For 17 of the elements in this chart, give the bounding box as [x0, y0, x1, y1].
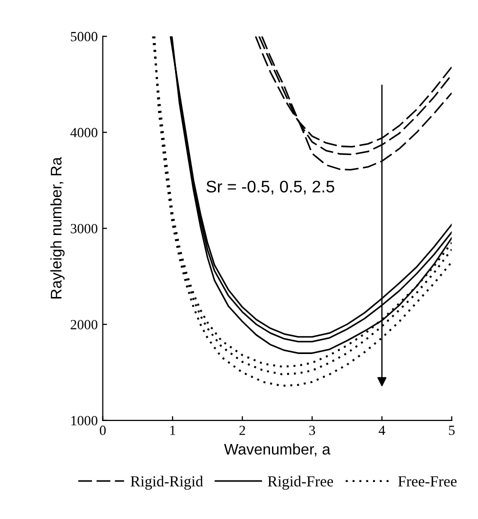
- y-axis-title: Rayleigh number, Ra: [50, 157, 65, 298]
- y-tick-label: 1000: [71, 416, 98, 426]
- x-tick-label: 5: [449, 426, 455, 436]
- y-tick-label: 5000: [70, 32, 98, 42]
- x-tick-label: 2: [239, 426, 246, 435]
- x-tick-label: 4: [378, 426, 386, 435]
- legend-label: Free-Free: [398, 476, 457, 487]
- y-tick-label: 3000: [70, 224, 98, 234]
- legend-label: Rigid-Free: [268, 476, 334, 490]
- annotation: Sr = -0.5, 0.5, 2.5: [206, 180, 334, 194]
- y-tick-label: 2000: [70, 320, 98, 330]
- y-tick-label: 4000: [70, 128, 98, 138]
- x-tick-label: 3: [309, 426, 316, 436]
- x-axis-title: Wavenumber, a: [224, 443, 330, 456]
- x-tick-label: 0: [100, 426, 106, 436]
- x-tick-label: 1: [170, 426, 176, 435]
- legend-label: Rigid-Rigid: [130, 476, 204, 490]
